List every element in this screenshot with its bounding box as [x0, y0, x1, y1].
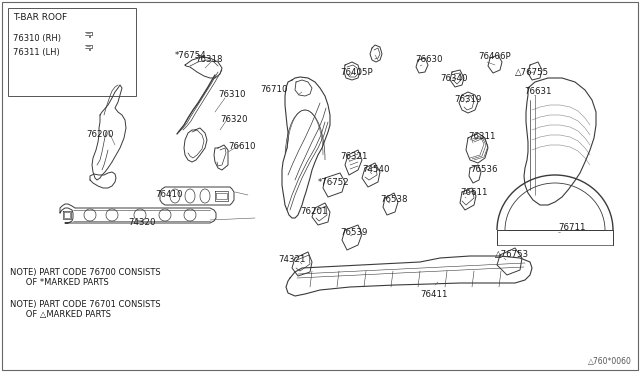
Text: 76710: 76710 [260, 85, 287, 94]
Text: 76320: 76320 [220, 115, 248, 124]
Text: 76631: 76631 [524, 87, 552, 96]
Text: 76318: 76318 [195, 55, 223, 64]
FancyBboxPatch shape [8, 8, 136, 96]
Text: T-BAR ROOF: T-BAR ROOF [13, 13, 67, 22]
Text: NOTE) PART CODE 76701 CONSISTS
      OF △MARKED PARTS: NOTE) PART CODE 76701 CONSISTS OF △MARKE… [10, 300, 161, 320]
Text: 76536: 76536 [470, 165, 497, 174]
Text: △76755: △76755 [515, 68, 549, 77]
Text: NOTE) PART CODE 76700 CONSISTS
      OF *MARKED PARTS: NOTE) PART CODE 76700 CONSISTS OF *MARKE… [10, 268, 161, 288]
Text: 74540: 74540 [362, 165, 390, 174]
Text: 76405P: 76405P [340, 68, 372, 77]
Text: 76630: 76630 [415, 55, 442, 64]
Text: 76611: 76611 [460, 188, 488, 197]
Text: *76754: *76754 [175, 51, 207, 60]
Text: 76711: 76711 [558, 223, 586, 232]
Text: 76538: 76538 [380, 195, 408, 204]
Text: 76321: 76321 [340, 152, 367, 161]
Text: 76410: 76410 [155, 190, 182, 199]
Text: 76311 (LH): 76311 (LH) [13, 48, 60, 57]
Text: 76319: 76319 [454, 95, 481, 104]
Text: 76539: 76539 [340, 228, 367, 237]
Text: 76310: 76310 [218, 90, 246, 99]
Text: 74320: 74320 [128, 218, 156, 227]
Text: 76610: 76610 [228, 142, 255, 151]
Text: 76201: 76201 [300, 207, 328, 216]
Text: 76406P: 76406P [478, 52, 511, 61]
Text: △760*0060: △760*0060 [588, 357, 632, 366]
Text: 76411: 76411 [420, 290, 447, 299]
Text: 76340: 76340 [440, 74, 467, 83]
Text: 76200: 76200 [86, 130, 113, 139]
Text: 76311: 76311 [468, 132, 495, 141]
Text: 76310 (RH): 76310 (RH) [13, 34, 61, 43]
Text: *76752: *76752 [318, 178, 349, 187]
Text: 74321: 74321 [278, 255, 305, 264]
Text: △76753: △76753 [495, 250, 529, 259]
